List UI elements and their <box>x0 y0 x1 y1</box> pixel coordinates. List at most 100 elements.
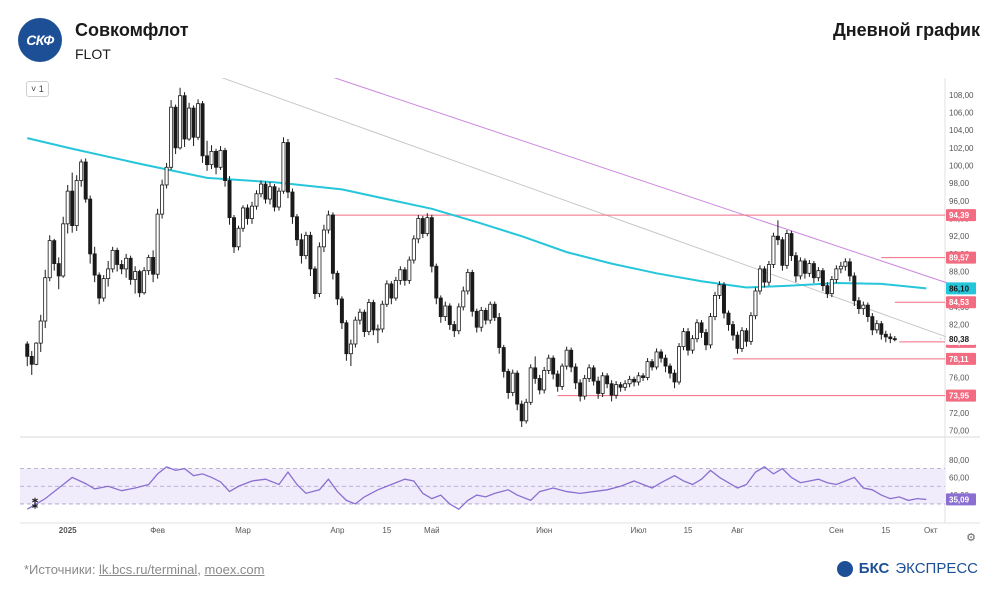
candle-body <box>564 349 569 367</box>
candle-body <box>677 346 682 383</box>
candle-body <box>609 383 614 396</box>
candle-body <box>775 235 780 241</box>
candle-body <box>555 373 560 387</box>
candle-body <box>308 234 313 270</box>
moving-average-line <box>27 137 927 290</box>
candle-body <box>515 372 520 405</box>
y-tick-label: 92,00 <box>949 232 970 241</box>
candle-body <box>178 95 183 149</box>
level-badge-bg <box>946 389 976 402</box>
candle-body <box>25 343 30 357</box>
candle-body <box>731 324 735 336</box>
candle-body <box>672 372 677 383</box>
candle-body <box>591 367 596 382</box>
candle-body <box>888 336 893 340</box>
bcs-logo-icon <box>836 560 853 577</box>
candle-body <box>825 285 830 295</box>
candle-body <box>254 193 259 207</box>
candle-body <box>492 303 497 318</box>
candle-body <box>865 304 870 318</box>
gear-icon[interactable]: ⚙ <box>966 532 976 544</box>
candle-body <box>780 239 785 266</box>
candle-body <box>299 239 304 257</box>
candle-body <box>128 257 133 280</box>
candle-body <box>384 283 389 305</box>
price-chart-svg[interactable]: 108,00 106,00 104,00 102,00 100,00 98,00 96,00… <box>20 78 980 548</box>
candle-body <box>452 324 457 332</box>
candle-body <box>663 357 668 367</box>
sources-separator: , <box>197 562 205 577</box>
level-badge: 84,53 <box>949 298 970 307</box>
candle-body <box>582 378 587 397</box>
brand-rest: ЭКСПРЕСС <box>895 560 978 577</box>
candle-body <box>438 297 443 318</box>
candle-body <box>708 316 713 346</box>
candle-body <box>726 312 731 325</box>
x-tick-label: Окт <box>924 526 938 535</box>
candle-body <box>838 265 843 270</box>
candle-body <box>784 233 789 266</box>
candle-body <box>537 378 542 391</box>
candle-body <box>699 322 704 333</box>
candle-body <box>65 190 70 225</box>
source-link-moex[interactable]: moex.com <box>204 562 265 577</box>
candle-body <box>623 383 628 388</box>
x-tick-label: Июл <box>630 526 647 535</box>
candle-body <box>695 322 699 340</box>
candle-body <box>573 366 578 384</box>
candle-body <box>560 365 565 387</box>
candle-body <box>29 355 34 365</box>
candle-body <box>766 264 771 283</box>
candle-body <box>789 233 794 257</box>
candle-body <box>43 277 48 322</box>
candle-body <box>429 217 434 267</box>
level-badge: 94,39 <box>949 211 970 220</box>
candle-body <box>510 372 515 393</box>
candle-body <box>542 370 547 391</box>
candle-body <box>92 253 97 276</box>
level-badge: 73,95 <box>949 392 970 401</box>
candle-body <box>200 103 205 157</box>
chart-area[interactable]: 108,00 106,00 104,00 102,00 100,00 98,00 96,00… <box>20 78 980 548</box>
candle-body <box>443 305 448 318</box>
candle-body <box>618 384 623 388</box>
candle-body <box>569 349 574 368</box>
source-link-bcs[interactable]: lk.bcs.ru/terminal <box>99 562 198 577</box>
candle-body <box>744 330 749 342</box>
candle-body <box>371 302 376 331</box>
x-tick-label: Сен <box>829 526 844 535</box>
candle-body <box>70 190 75 226</box>
candle-body <box>79 161 84 181</box>
last-price-badge: 80,38 <box>949 335 970 344</box>
candle-body <box>321 229 326 248</box>
candle-body <box>164 166 169 186</box>
candle-body <box>807 263 812 274</box>
candle-body <box>650 361 655 368</box>
candle-body <box>191 107 196 138</box>
candle-body <box>245 207 250 219</box>
rsi-badge: 35,09 <box>949 495 970 504</box>
candle-body <box>870 316 875 331</box>
sources-prefix: *Источники: <box>24 562 100 577</box>
rsi-badge-bg <box>946 493 976 506</box>
candle-body <box>605 375 610 385</box>
candle-body <box>829 279 834 295</box>
candle-body <box>223 150 228 181</box>
x-tick-label: 15 <box>881 526 890 535</box>
y-tick-label: 102,00 <box>949 144 974 153</box>
candle-body <box>259 183 263 195</box>
interval-selector[interactable]: ˅ 1 <box>26 81 49 97</box>
candle-body <box>762 268 767 283</box>
candle-body <box>155 213 160 275</box>
candle-body <box>739 330 744 349</box>
candle-body <box>268 186 272 200</box>
candle-body <box>434 265 439 299</box>
candle-body <box>389 283 394 299</box>
candle-body <box>551 357 556 375</box>
candle-body <box>735 334 740 349</box>
candle-body <box>88 198 93 255</box>
candle-body <box>713 294 717 318</box>
candle-body <box>375 328 380 331</box>
candle-body <box>497 317 502 348</box>
candle-body <box>757 268 762 292</box>
